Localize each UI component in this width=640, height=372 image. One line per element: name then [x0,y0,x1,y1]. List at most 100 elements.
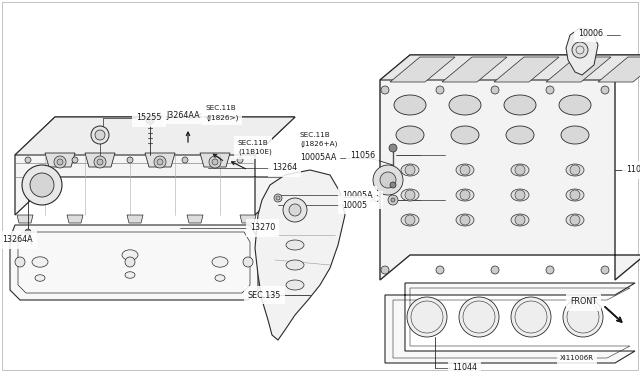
Circle shape [94,156,106,168]
Ellipse shape [566,214,584,226]
Circle shape [209,156,221,168]
Circle shape [389,144,397,152]
Circle shape [157,159,163,165]
Circle shape [546,86,554,94]
Polygon shape [255,170,345,340]
Polygon shape [240,215,256,223]
Circle shape [212,159,218,165]
Circle shape [460,190,470,200]
Circle shape [460,165,470,175]
Circle shape [54,156,66,168]
Ellipse shape [35,275,45,281]
Polygon shape [380,55,640,280]
Ellipse shape [32,257,48,267]
Circle shape [381,86,389,94]
Circle shape [460,215,470,225]
Circle shape [570,190,580,200]
Polygon shape [598,57,640,82]
Ellipse shape [286,280,304,290]
Circle shape [97,159,103,165]
Polygon shape [17,215,33,223]
Ellipse shape [456,189,474,201]
Circle shape [405,215,415,225]
Circle shape [91,126,109,144]
Text: 10005: 10005 [342,201,367,209]
Circle shape [154,156,166,168]
Circle shape [380,172,396,188]
Circle shape [515,165,525,175]
Circle shape [563,297,603,337]
Circle shape [391,198,395,202]
Text: 10005A: 10005A [342,190,372,199]
Ellipse shape [125,272,135,278]
Ellipse shape [401,214,419,226]
Ellipse shape [506,126,534,144]
Ellipse shape [511,214,529,226]
Circle shape [283,198,307,222]
Circle shape [22,165,62,205]
Circle shape [491,86,499,94]
Circle shape [388,195,398,205]
Polygon shape [566,28,598,75]
Text: 15255: 15255 [136,113,161,122]
Circle shape [57,159,63,165]
Circle shape [15,257,25,267]
Text: J3264AA: J3264AA [166,110,200,119]
Text: SEC.11B: SEC.11B [300,132,331,138]
Circle shape [390,182,396,188]
Polygon shape [127,215,143,223]
Polygon shape [67,215,83,223]
Polygon shape [15,117,295,155]
Circle shape [237,157,243,163]
Circle shape [276,196,280,200]
Ellipse shape [561,126,589,144]
Polygon shape [380,55,640,80]
Text: 11044: 11044 [452,363,477,372]
Circle shape [546,266,554,274]
Polygon shape [200,153,230,167]
Text: SEC.11B: SEC.11B [238,140,269,146]
Text: SEC.135: SEC.135 [248,291,282,299]
Ellipse shape [449,95,481,115]
Text: 13264: 13264 [272,164,297,173]
Circle shape [127,157,133,163]
Circle shape [381,266,389,274]
Polygon shape [15,117,295,215]
Circle shape [405,190,415,200]
Text: XI11006R: XI11006R [560,355,594,361]
Ellipse shape [286,260,304,270]
Text: (11B10E): (11B10E) [238,149,272,155]
Circle shape [25,229,31,235]
Circle shape [405,165,415,175]
Circle shape [436,86,444,94]
Polygon shape [187,215,203,223]
Polygon shape [10,225,258,300]
Ellipse shape [559,95,591,115]
Ellipse shape [286,240,304,250]
Text: 13270: 13270 [250,224,275,232]
Text: 11041: 11041 [626,166,640,174]
Circle shape [570,165,580,175]
Circle shape [125,257,135,267]
Text: 10006: 10006 [578,29,603,38]
Circle shape [30,173,54,197]
Ellipse shape [212,257,228,267]
Text: 13264A: 13264A [2,235,33,244]
Polygon shape [390,57,455,82]
Ellipse shape [566,189,584,201]
Ellipse shape [401,164,419,176]
Polygon shape [546,57,611,82]
Circle shape [511,297,551,337]
Circle shape [570,215,580,225]
Ellipse shape [401,189,419,201]
Circle shape [459,297,499,337]
Circle shape [491,266,499,274]
Polygon shape [85,153,115,167]
Circle shape [182,157,188,163]
Ellipse shape [396,126,424,144]
Ellipse shape [394,95,426,115]
Polygon shape [442,57,507,82]
Polygon shape [494,57,559,82]
Polygon shape [45,153,75,167]
Circle shape [25,157,31,163]
